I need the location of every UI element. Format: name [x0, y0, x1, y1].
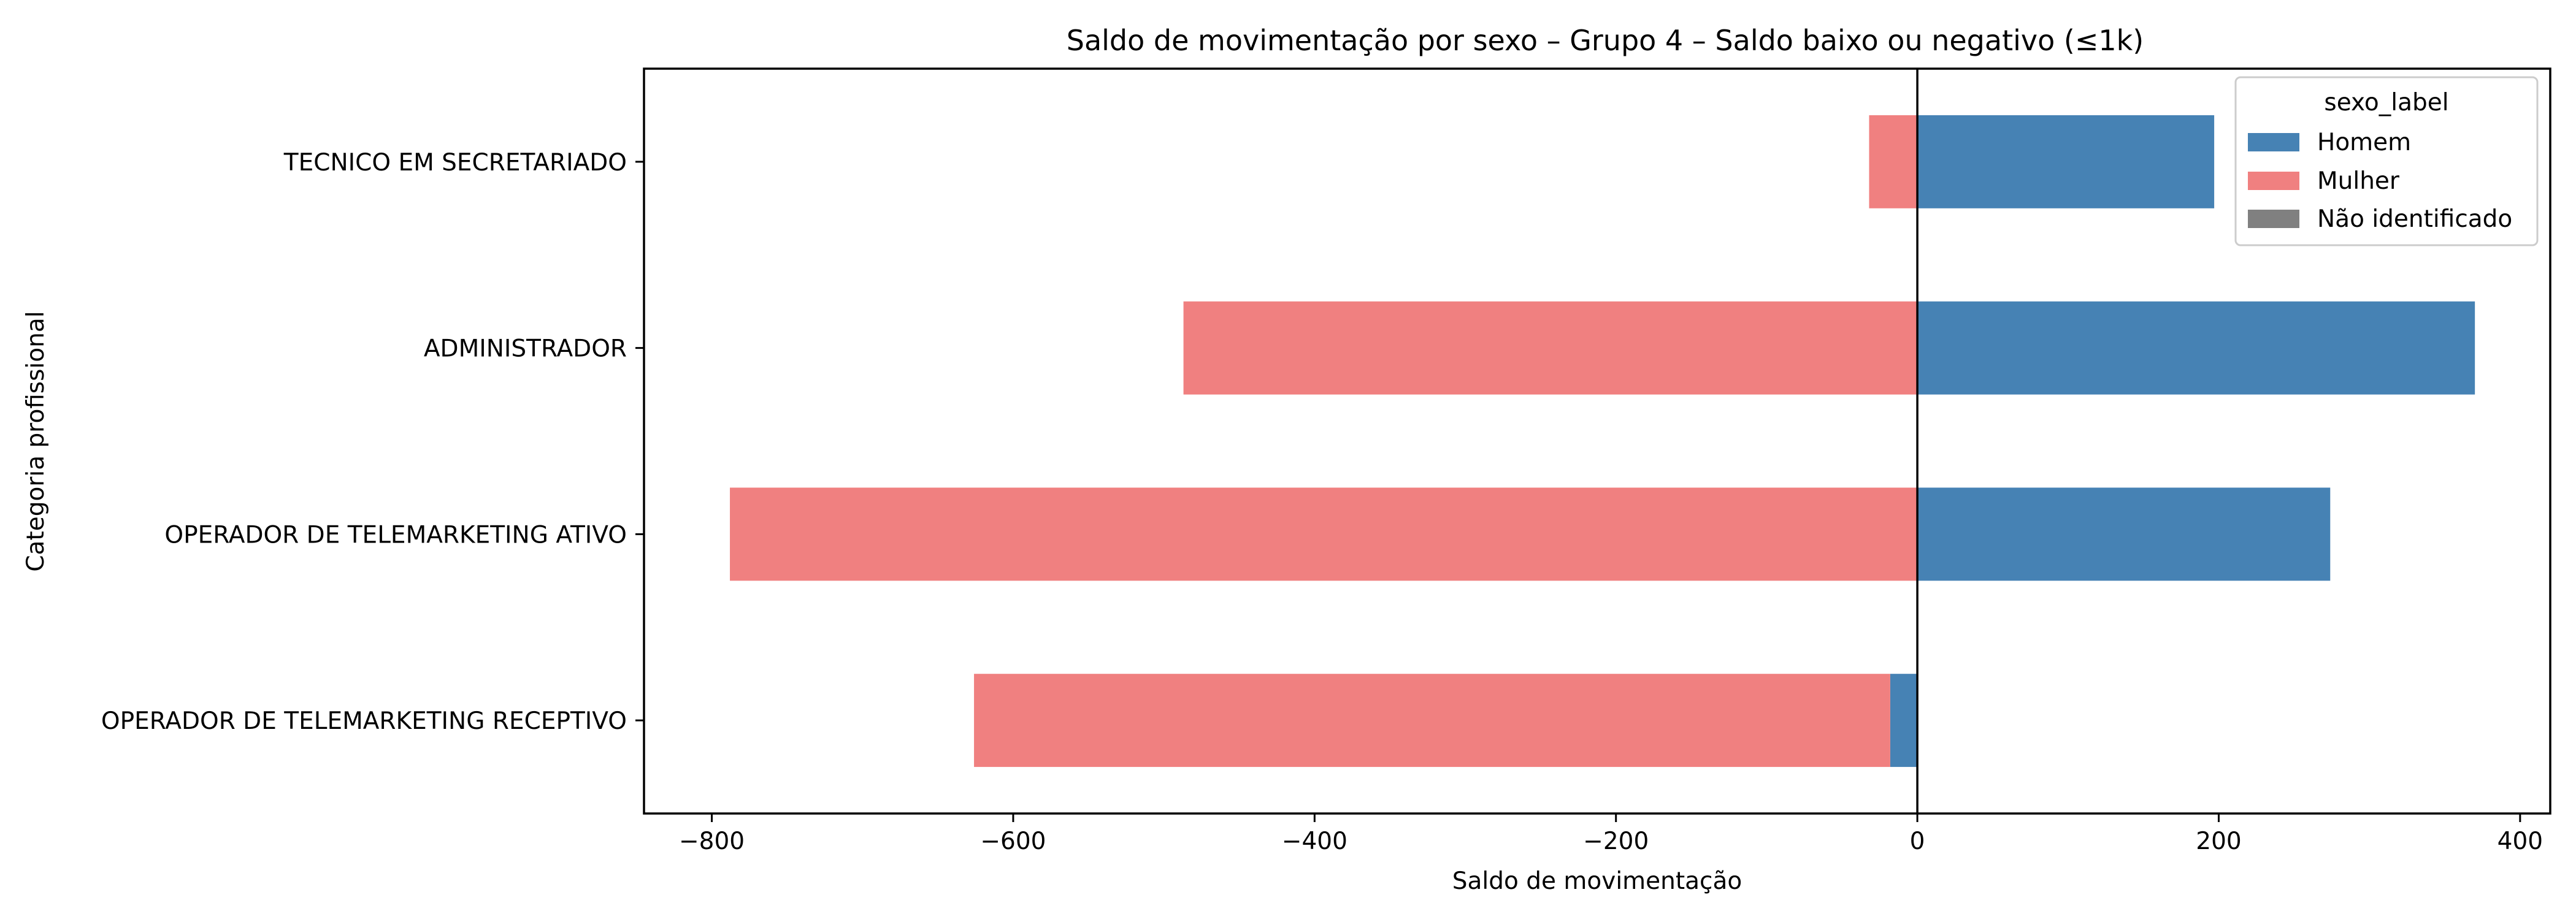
x-axis-label: Saldo de movimentação [1452, 867, 1742, 895]
legend-label-homem: Homem [2317, 129, 2411, 156]
x-tick-label: 200 [2196, 828, 2241, 855]
legend-title: sexo_label [2324, 89, 2448, 116]
y-axis-label: Categoria profissional [22, 311, 50, 571]
x-axis: −800 −600 −400 −200 0 200 400 [679, 813, 2543, 855]
x-tick-label: −400 [1282, 828, 1347, 855]
legend: sexo_label Homem Mulher Não identificado [2234, 76, 2539, 246]
category-label-operador-de-telemarketing-receptivo: OPERADOR DE TELEMARKETING RECEPTIVO [101, 707, 627, 735]
bar-homem-operador-de-telemarketing-receptivo [1890, 674, 1918, 768]
bar-mulher-tecnico-em-secretariado [1869, 115, 1918, 208]
y-axis: TECNICO EM SECRETARIADO ADMINISTRADOR OPER… [101, 149, 644, 735]
bar-homem-administrador [1917, 301, 2475, 395]
x-tick-label: 400 [2497, 828, 2543, 855]
bar-mulher-administrador [1183, 301, 1918, 395]
chart-title: Saldo de movimentação por sexo – Grupo 4… [1067, 24, 2144, 57]
bars-layer [730, 115, 2475, 768]
x-tick-label: 0 [1910, 828, 1925, 855]
legend-label-nao-identificado: Não identificado [2317, 205, 2512, 233]
x-tick-label: −800 [679, 828, 745, 855]
bar-mulher-operador-de-telemarketing-receptivo [974, 674, 1890, 768]
category-label-operador-de-telemarketing-ativo: OPERADOR DE TELEMARKETING ATIVO [164, 521, 627, 549]
bar-homem-operador-de-telemarketing-ativo [1917, 487, 2331, 581]
legend-swatch-nao-identificado [2248, 210, 2299, 228]
legend-swatch-homem [2248, 133, 2299, 151]
legend-frame [2234, 76, 2539, 246]
legend-label-mulher: Mulher [2317, 167, 2400, 195]
legend-swatch-mulher [2248, 172, 2299, 190]
plot-frame [643, 67, 2551, 815]
category-label-administrador: ADMINISTRADOR [424, 335, 627, 363]
category-label-tecnico-em-secretariado: TECNICO EM SECRETARIADO [283, 149, 627, 177]
bar-mulher-operador-de-telemarketing-ativo [730, 487, 1918, 581]
x-tick-label: −200 [1583, 828, 1649, 855]
x-tick-label: −600 [980, 828, 1046, 855]
bar-homem-tecnico-em-secretariado [1917, 115, 2215, 208]
